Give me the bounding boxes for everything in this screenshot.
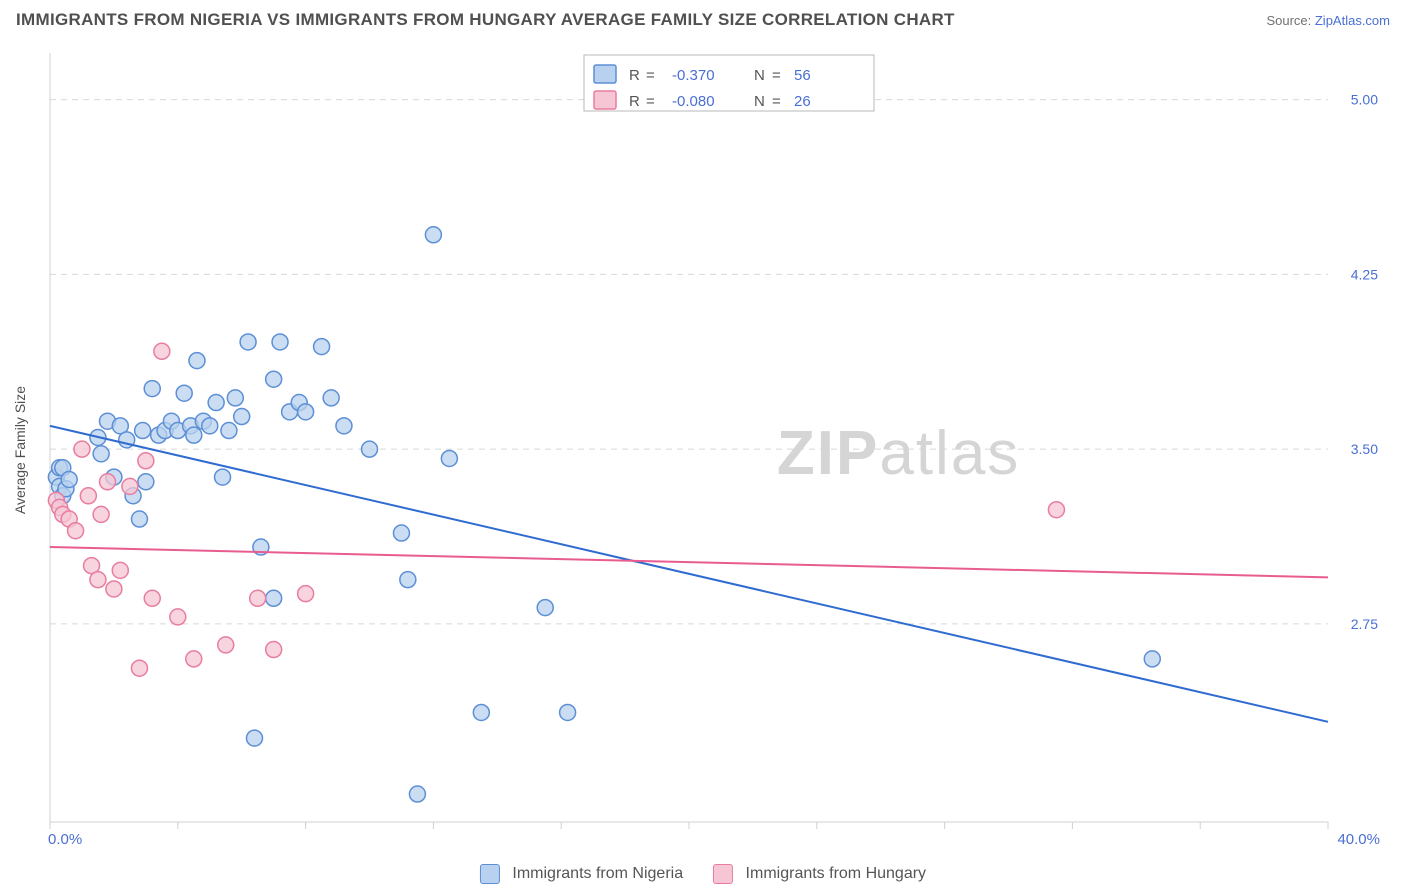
data-point: [154, 343, 170, 359]
data-point: [122, 478, 138, 494]
data-point: [298, 586, 314, 602]
legend-r-label: R: [629, 93, 640, 110]
data-point: [202, 418, 218, 434]
data-point: [250, 590, 266, 606]
chart-title: IMMIGRANTS FROM NIGERIA VS IMMIGRANTS FR…: [16, 10, 955, 30]
data-point: [240, 334, 256, 350]
swatch-hungary: [713, 864, 733, 884]
legend-r-value: -0.080: [672, 93, 715, 110]
data-point: [208, 395, 224, 411]
legend-eq: =: [772, 93, 781, 110]
legend-n-label: N: [754, 67, 765, 84]
data-point: [74, 441, 90, 457]
data-point: [93, 446, 109, 462]
swatch-nigeria: [480, 864, 500, 884]
legend-swatch: [594, 91, 616, 109]
data-point: [323, 390, 339, 406]
legend-eq: =: [772, 67, 781, 84]
legend-item-hungary: Immigrants from Hungary: [713, 864, 926, 884]
data-point: [189, 353, 205, 369]
data-point: [215, 469, 231, 485]
legend-r-label: R: [629, 67, 640, 84]
ytick-label: 4.25: [1351, 266, 1378, 282]
data-point: [362, 441, 378, 457]
legend-n-value: 26: [794, 93, 811, 110]
legend-r-value: -0.370: [672, 67, 715, 84]
data-point: [138, 474, 154, 490]
ytick-label: 5.00: [1351, 92, 1378, 108]
data-point: [93, 506, 109, 522]
data-point: [186, 427, 202, 443]
legend-item-nigeria: Immigrants from Nigeria: [480, 864, 683, 884]
source-prefix: Source:: [1266, 13, 1314, 28]
data-point: [138, 453, 154, 469]
data-point: [106, 581, 122, 597]
data-point: [400, 572, 416, 588]
legend-label-hungary: Immigrants from Hungary: [746, 865, 927, 882]
data-point: [186, 651, 202, 667]
data-point: [227, 390, 243, 406]
x-end-label: 40.0%: [1337, 831, 1380, 848]
data-point: [80, 488, 96, 504]
data-point: [560, 704, 576, 720]
source-link[interactable]: ZipAtlas.com: [1315, 13, 1390, 28]
legend-swatch: [594, 65, 616, 83]
legend-box: R = -0.370 N = 56 R = -0.080 N = 26: [584, 55, 874, 111]
data-point: [473, 704, 489, 720]
y-axis-label: Average Family Size: [12, 386, 28, 514]
data-point: [246, 730, 262, 746]
data-point: [425, 227, 441, 243]
scatter-chart: 2.753.504.255.000.0%40.0%R=-0.370N=56R=-…: [30, 48, 1388, 852]
data-point: [170, 609, 186, 625]
data-point: [1048, 502, 1064, 518]
data-point: [218, 637, 234, 653]
data-point: [135, 423, 151, 439]
data-point: [314, 339, 330, 355]
ytick-label: 3.50: [1351, 441, 1378, 457]
chart-container: Average Family Size 2.753.504.255.000.0%…: [30, 48, 1388, 852]
data-point: [266, 642, 282, 658]
data-point: [234, 409, 250, 425]
data-point: [336, 418, 352, 434]
data-point: [112, 562, 128, 578]
data-point: [266, 371, 282, 387]
data-point: [1144, 651, 1160, 667]
data-point: [298, 404, 314, 420]
data-point: [131, 660, 147, 676]
data-point: [100, 474, 116, 490]
legend-label-nigeria: Immigrants from Nigeria: [512, 865, 683, 882]
data-point: [266, 590, 282, 606]
legend-eq: =: [646, 67, 655, 84]
bottom-legend: Immigrants from Nigeria Immigrants from …: [480, 864, 926, 884]
data-point: [393, 525, 409, 541]
data-point: [409, 786, 425, 802]
legend-eq: =: [646, 93, 655, 110]
data-point: [144, 590, 160, 606]
data-point: [131, 511, 147, 527]
ytick-label: 2.75: [1351, 616, 1378, 632]
legend-n-value: 56: [794, 67, 811, 84]
x-start-label: 0.0%: [48, 831, 82, 848]
data-point: [537, 600, 553, 616]
data-point: [176, 385, 192, 401]
data-point: [144, 381, 160, 397]
data-point: [61, 471, 77, 487]
data-point: [272, 334, 288, 350]
data-point: [221, 423, 237, 439]
legend-n-label: N: [754, 93, 765, 110]
trend-line: [50, 426, 1328, 722]
data-point: [441, 450, 457, 466]
data-point: [68, 523, 84, 539]
data-point: [90, 572, 106, 588]
trend-line: [50, 547, 1328, 577]
source-attribution: Source: ZipAtlas.com: [1266, 13, 1390, 28]
